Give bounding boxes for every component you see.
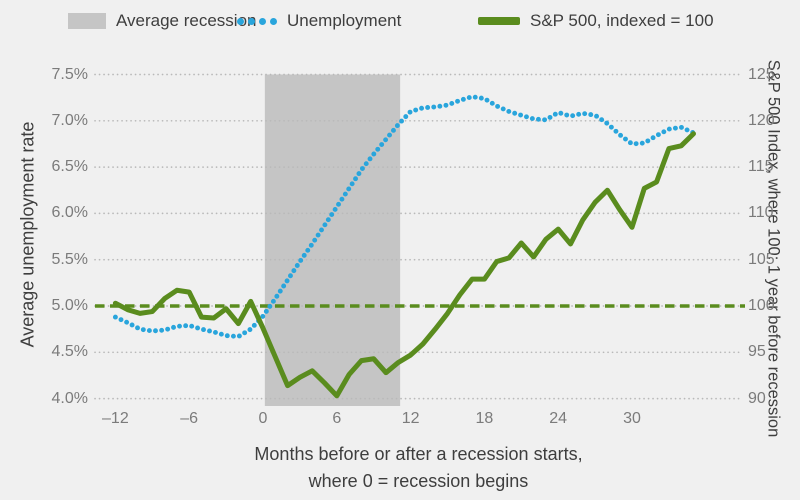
left-tick-label: 5.0% [51,297,88,314]
legend-item-unemployment: Unemployment [237,10,401,32]
x-axis-title-line2: where 0 = recession begins [308,471,529,491]
recession-band [264,74,401,406]
recession-band-swatch [68,13,106,29]
right-tick-label: 120 [748,111,775,129]
x-tick-label: 12 [401,410,420,427]
x-axis-title: Months before or after a recession start… [95,441,742,495]
legend-item-sp500: S&P 500, indexed = 100 [478,10,714,32]
x-tick-label: 6 [332,410,342,427]
right-tick-label: 90 [748,389,766,407]
sp500-line-swatch [478,17,520,25]
left-tick-label: 4.0% [51,389,88,407]
x-tick-label: 18 [475,410,494,427]
x-axis-title-line1: Months before or after a recession start… [254,444,583,464]
x-tick-label: 30 [623,410,641,427]
x-tick-label: –6 [180,410,199,427]
right-tick-label: 105 [748,250,775,268]
left-tick-label: 7.5% [51,65,88,83]
x-tick-label: –12 [102,410,129,427]
x-tick-label: 24 [549,410,568,427]
legend-label-recession: Average recession [116,11,257,30]
right-tick-label: 115 [748,158,774,176]
legend-item-recession: Average recession [68,10,257,32]
sp500-line [112,131,696,399]
left-tick-label: 4.5% [51,343,88,361]
unemployment-line [112,94,696,340]
left-tick-label: 6.0% [51,204,88,222]
legend-label-unemployment: Unemployment [287,11,402,30]
left-tick-label: 6.5% [51,158,88,176]
x-tick-label: 0 [258,410,268,427]
left-tick-label: 7.0% [51,111,88,129]
unemployment-dots-swatch [237,17,277,25]
right-tick-label: 95 [748,343,766,361]
left-axis-title: Average unemployment rate [17,121,38,348]
left-tick-label: 5.5% [51,250,88,268]
right-tick-label: 110 [748,204,774,222]
right-tick-label: 125 [748,65,775,83]
right-tick-label: 100 [748,297,775,314]
legend-label-sp500: S&P 500, indexed = 100 [530,11,714,30]
